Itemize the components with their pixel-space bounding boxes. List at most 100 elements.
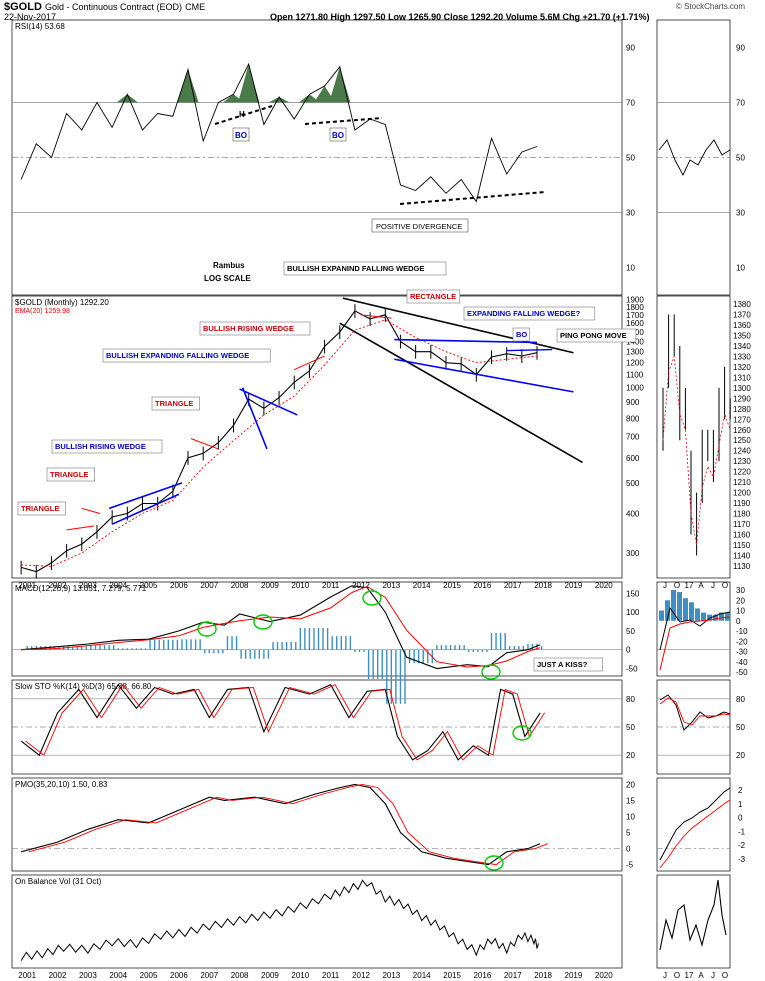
year-tick-label: 2007 bbox=[200, 581, 218, 590]
year-tick-label-bottom: 2014 bbox=[413, 971, 431, 980]
rsi-overbought-fill bbox=[116, 94, 138, 103]
inset-month-tick: J bbox=[663, 581, 667, 590]
year-tick-label: 2016 bbox=[473, 581, 491, 590]
big-wedge-label: BULLISH EXPANIND FALLING WEDGE bbox=[287, 264, 424, 273]
year-tick-label: 2008 bbox=[231, 581, 249, 590]
year-tick-label: 2006 bbox=[170, 581, 188, 590]
price-tick-label: 1600 bbox=[626, 319, 644, 328]
rising-wedge-upper bbox=[108, 482, 183, 510]
inset-price-tick: 1250 bbox=[733, 436, 751, 445]
inset-month-tick-bottom: 17 bbox=[685, 971, 694, 980]
inset-macd-tick: 10 bbox=[736, 607, 745, 616]
sto-d-line bbox=[25, 683, 545, 761]
year-tick-label-bottom: 2003 bbox=[79, 971, 97, 980]
ema-line bbox=[21, 319, 538, 567]
year-tick-label-bottom: 2013 bbox=[382, 971, 400, 980]
year-tick-label-bottom: 2009 bbox=[261, 971, 279, 980]
inset-price-tick: 1260 bbox=[733, 426, 751, 435]
year-tick-label: 2019 bbox=[565, 581, 583, 590]
year-tick-label-bottom: 2010 bbox=[291, 971, 309, 980]
inset-price-tick: 1330 bbox=[733, 352, 751, 361]
pmo-signal-line bbox=[28, 783, 548, 866]
inset-price-tick: 1280 bbox=[733, 405, 751, 414]
inset-ema-line bbox=[662, 356, 731, 546]
rectangle-label-box bbox=[406, 289, 461, 304]
inset-sto-d-line bbox=[659, 697, 731, 726]
rising-wedge-2-label: BULLISH RISING WEDGE bbox=[203, 324, 294, 333]
inset-pmo-signal bbox=[659, 799, 731, 869]
pmo-tick-label: -5 bbox=[626, 861, 634, 870]
macd-signal-line bbox=[21, 585, 541, 668]
sto-tick-label: 80 bbox=[626, 695, 635, 704]
chart-date: 22-Nov-2017 bbox=[4, 12, 57, 22]
year-tick-label-bottom: 2011 bbox=[322, 971, 340, 980]
price-tick-label: 1900 bbox=[626, 296, 644, 305]
inset-price-tick: 1240 bbox=[733, 447, 751, 456]
inset-macd-histogram-bar bbox=[695, 608, 700, 621]
pmo-line bbox=[20, 783, 541, 866]
year-tick-label: 2013 bbox=[382, 581, 400, 590]
year-tick-label: 2020 bbox=[595, 581, 613, 590]
rsi-tick-label: 10 bbox=[626, 264, 635, 273]
big-wedge-lower bbox=[339, 322, 583, 464]
price-tick-label: 1200 bbox=[626, 359, 644, 368]
rsi-tick-label: 50 bbox=[626, 154, 635, 163]
price-title: $GOLD (Monthly) 1292.20 bbox=[15, 298, 109, 307]
inset-price-tick: 1190 bbox=[733, 499, 751, 508]
rsi-inset-tick-label: 50 bbox=[736, 154, 745, 163]
inset-price-tick: 1350 bbox=[733, 331, 751, 340]
triangle-2007-line bbox=[190, 438, 219, 450]
inset-macd-tick: -40 bbox=[736, 658, 748, 667]
inset-price-tick: 1370 bbox=[733, 310, 751, 319]
inset-price-tick: 1300 bbox=[733, 384, 751, 393]
exp-falling-wedge-label-box bbox=[463, 306, 596, 321]
rising-wedge-2-line bbox=[294, 355, 325, 371]
rectangle-line bbox=[360, 314, 392, 319]
triangle-2002-line bbox=[66, 525, 95, 531]
inset-pmo-line bbox=[659, 787, 731, 861]
inset-frame-price bbox=[656, 295, 731, 579]
obv-line bbox=[20, 879, 539, 961]
inset-month-tick-bottom: O bbox=[674, 971, 680, 980]
inset-month-tick-bottom: J bbox=[711, 971, 715, 980]
sto-inset-tick-label: 20 bbox=[736, 751, 745, 760]
rsi-inset-tick-label: 90 bbox=[736, 44, 745, 53]
triangle-2007-label: TRIANGLE bbox=[155, 399, 193, 408]
inset-month-tick: O bbox=[722, 581, 728, 590]
year-tick-label: 2010 bbox=[291, 581, 309, 590]
inset-frame-obv bbox=[656, 874, 731, 969]
rising-wedge-1-label: BULLISH RISING WEDGE bbox=[55, 442, 146, 451]
rsi-title: RSI(14) 53.68 bbox=[15, 22, 65, 31]
inset-frame-macd bbox=[656, 581, 731, 677]
triangle-2007-label-box bbox=[151, 396, 200, 411]
inset-price-tick: 1160 bbox=[733, 531, 751, 540]
rectangle-label: RECTANGLE bbox=[410, 292, 456, 301]
inset-macd-histogram-bar bbox=[677, 592, 682, 621]
year-tick-label: 2017 bbox=[504, 581, 522, 590]
inset-macd-histogram-bar bbox=[683, 598, 688, 621]
ping-pong-label-box bbox=[556, 328, 637, 343]
just-a-kiss-label: JUST A KISS? bbox=[537, 660, 588, 669]
price-tick-label: 400 bbox=[626, 509, 640, 518]
rambus-label: Rambus bbox=[213, 261, 245, 270]
exp-falling-wedge-upper bbox=[394, 338, 538, 344]
inset-macd-line bbox=[659, 606, 731, 651]
year-tick-label: 2011 bbox=[322, 581, 340, 590]
year-tick-label: 2009 bbox=[261, 581, 279, 590]
inset-price-tick: 1290 bbox=[733, 394, 751, 403]
inset-month-tick: J bbox=[711, 581, 715, 590]
price-tick-label: 300 bbox=[626, 549, 640, 558]
inset-macd-histogram-bar bbox=[701, 612, 706, 621]
inset-macd-tick: -10 bbox=[736, 627, 748, 636]
rising-wedge-1-label-box bbox=[51, 439, 163, 454]
panel-frame-price bbox=[11, 295, 623, 579]
price-tick-label: 700 bbox=[626, 433, 640, 442]
inset-obv-line bbox=[659, 879, 727, 951]
year-tick-label-bottom: 2020 bbox=[595, 971, 613, 980]
year-tick-label: 2001 bbox=[18, 581, 36, 590]
inset-price-tick: 1320 bbox=[733, 363, 751, 372]
log-scale-label: LOG SCALE bbox=[204, 274, 251, 283]
triangle-2003-label-box bbox=[46, 467, 95, 482]
